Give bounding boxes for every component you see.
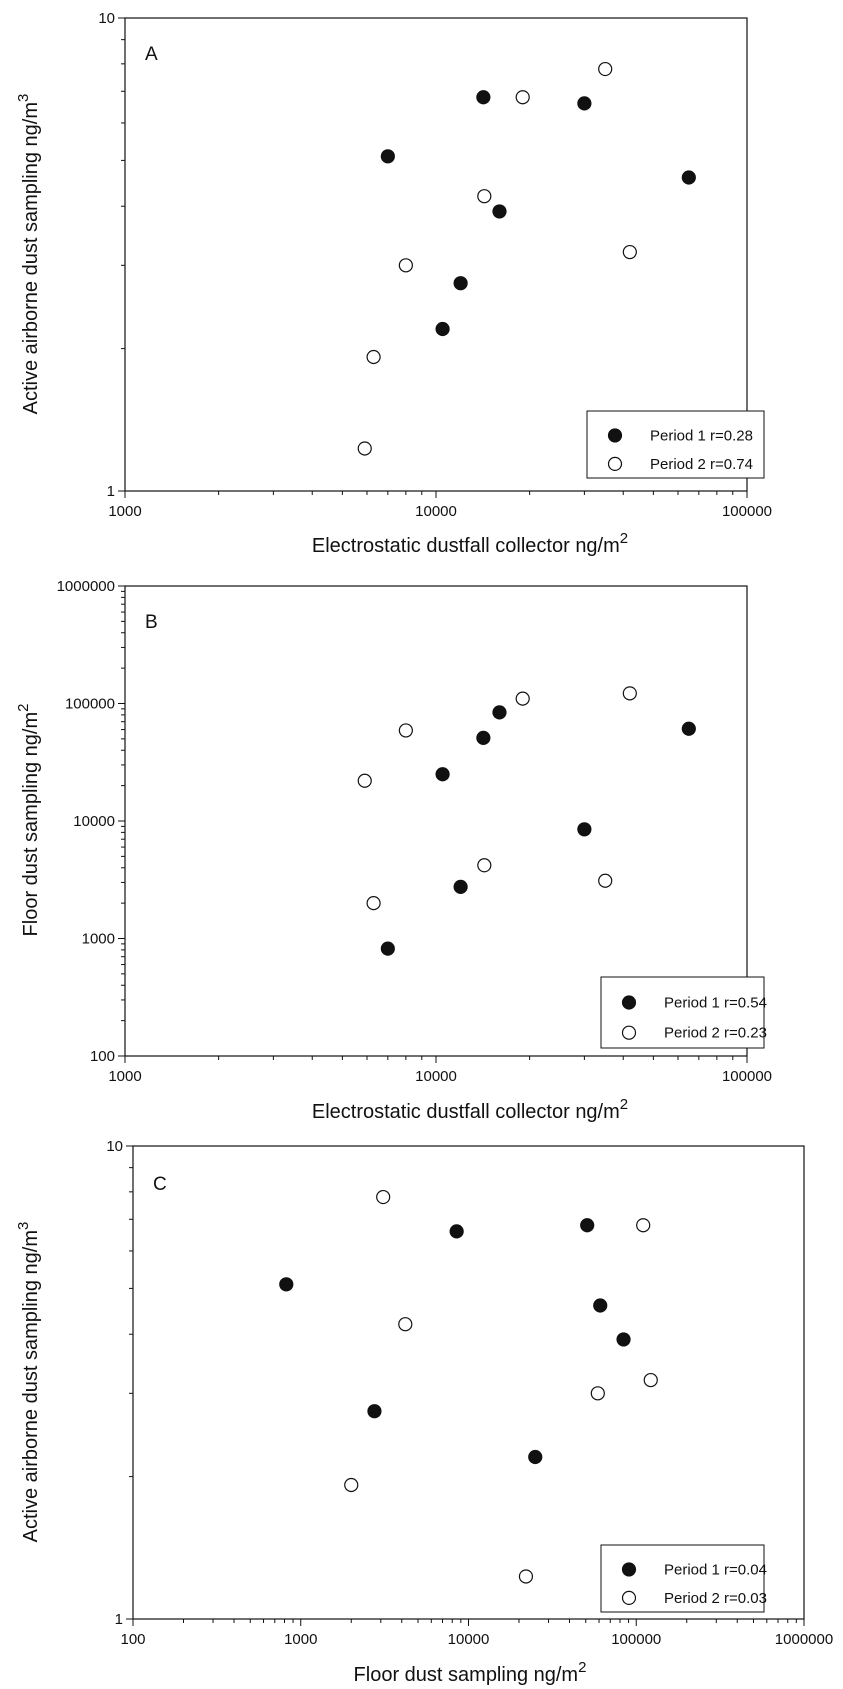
x-tick-label: 100 — [120, 1631, 145, 1648]
scatter-panel-c: 100 1000 10000 100000 1000000 1 10 C Floor dust … — [15, 1138, 833, 1686]
legend-label: Period 1 r=0.04 — [664, 1561, 767, 1578]
period-2-point — [518, 1569, 534, 1584]
period-1-point — [380, 149, 395, 164]
x-tick-label: 10000 — [415, 1068, 457, 1085]
period-2-point — [477, 189, 492, 204]
period-2-point — [398, 1317, 413, 1332]
y-tick-label: 100000 — [65, 696, 115, 713]
period-2-point — [357, 773, 372, 788]
period-1-point — [380, 941, 395, 956]
y-tick-label: 1000 — [82, 931, 115, 948]
period-2-point — [357, 441, 372, 456]
period-2-point — [515, 691, 530, 706]
legend-marker-open — [621, 1590, 637, 1606]
y-tick-label: 1 — [115, 1611, 123, 1628]
period-2-point — [515, 90, 530, 105]
period-2-point — [477, 858, 492, 873]
legend-marker-filled — [621, 1562, 637, 1577]
x-tick-label: 1000 — [108, 503, 141, 520]
panel-letter: A — [145, 44, 158, 65]
period-2-point — [366, 349, 381, 365]
period-2-point — [398, 258, 413, 273]
y-tick-label: 10 — [98, 10, 115, 27]
scatter-panel-b: 1000 10000 100000 100 1000 10000 100000 1000000… — [15, 578, 772, 1123]
legend-label: Period 1 r=0.54 — [664, 995, 767, 1012]
x-tick-label: 100000 — [722, 1068, 772, 1085]
y-tick-label: 100 — [90, 1048, 115, 1065]
period-1-point — [453, 276, 468, 291]
period-2-point — [622, 244, 637, 260]
panel-letter: C — [153, 1174, 167, 1195]
x-tick-label: 1000 — [108, 1068, 141, 1085]
scatter-panel-a: 1000 10000 100000 1 10 A Electrostatic dustfal… — [15, 10, 772, 557]
legend-label: Period 2 r=0.74 — [650, 456, 753, 473]
legend-label: Period 2 r=0.23 — [664, 1025, 767, 1042]
y-axis-title: Floor dust sampling ng/m2 — [15, 704, 42, 937]
period-1-point — [528, 1449, 543, 1465]
period-1-point — [681, 170, 696, 185]
y-tick-label: 10 — [106, 1138, 123, 1155]
period-1-point — [435, 767, 450, 782]
period-1-point — [492, 705, 507, 720]
period-2-point — [636, 1218, 651, 1233]
x-axis-title: Electrostatic dustfall collector ng/m2 — [312, 530, 628, 557]
period-1-point — [476, 730, 491, 745]
period-1-point — [577, 822, 592, 837]
y-tick-label: 1 — [107, 483, 115, 500]
period-2-point — [366, 896, 381, 911]
legend: Period 1 r=0.28 Period 2 r=0.74 — [586, 410, 765, 479]
legend-label: Period 2 r=0.03 — [664, 1590, 767, 1607]
x-axis-title: Electrostatic dustfall collector ng/m2 — [312, 1096, 628, 1123]
period-1-point — [476, 90, 491, 105]
period-1-point — [435, 321, 450, 337]
x-tick-label: 1000 — [284, 1631, 317, 1648]
period-2-point — [643, 1372, 658, 1388]
period-1-point — [367, 1404, 382, 1419]
period-2-point — [376, 1189, 391, 1205]
legend-marker-filled — [621, 995, 637, 1010]
legend-label: Period 1 r=0.28 — [650, 427, 753, 444]
y-axis-title: Active airborne dust sampling ng/m3 — [15, 94, 42, 415]
period-2-point — [598, 61, 613, 77]
x-tick-label: 1000000 — [775, 1631, 833, 1648]
x-tick-label: 100000 — [611, 1631, 661, 1648]
legend: Period 1 r=0.54 Period 2 r=0.23 — [600, 976, 767, 1049]
y-axis-title: Active airborne dust sampling ng/m3 — [15, 1222, 42, 1543]
period-1-point — [616, 1332, 631, 1347]
x-axis-title: Floor dust sampling ng/m2 — [354, 1659, 587, 1686]
period-1-point — [681, 721, 696, 736]
period-2-point — [344, 1477, 359, 1493]
period-1-point — [453, 879, 468, 894]
panel-letter: B — [145, 612, 158, 633]
y-tick-label: 1000000 — [57, 578, 115, 595]
period-2-point — [398, 723, 413, 738]
period-2-point — [622, 686, 637, 701]
x-tick-label: 10000 — [448, 1631, 490, 1648]
period-1-point — [593, 1298, 608, 1313]
x-tick-label: 100000 — [722, 503, 772, 520]
legend: Period 1 r=0.04 Period 2 r=0.03 — [600, 1544, 767, 1613]
x-tick-label: 10000 — [415, 503, 457, 520]
period-1-point — [580, 1218, 595, 1233]
legend-marker-open — [621, 1025, 637, 1040]
period-1-point — [492, 204, 507, 219]
legend-marker-open — [607, 456, 623, 471]
period-2-point — [590, 1386, 605, 1401]
period-1-point — [449, 1224, 464, 1239]
legend-marker-filled — [607, 428, 623, 443]
period-1-point — [279, 1277, 294, 1292]
period-2-point — [598, 873, 613, 888]
period-1-point — [577, 96, 592, 111]
y-tick-label: 10000 — [73, 813, 115, 830]
